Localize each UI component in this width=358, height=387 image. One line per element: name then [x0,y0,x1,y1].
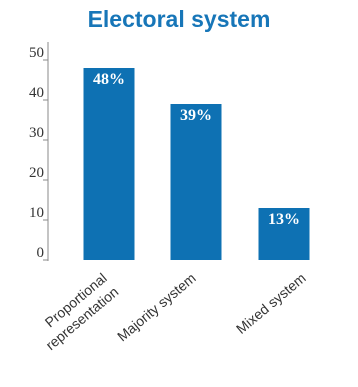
y-tick-label: 40 [29,85,44,101]
y-tick-label: 10 [29,205,44,221]
y-tick-label: 0 [37,245,45,261]
bar [258,208,310,260]
data-label: 13% [268,211,300,228]
x-tick-label-line: Majority system [114,270,199,345]
x-tick-label: Mixed system [233,270,309,337]
bar [170,104,222,260]
data-label: 48% [93,71,125,88]
x-tick-label-line: Mixed system [233,270,309,337]
data-label: 39% [180,107,212,124]
bar [83,68,135,260]
y-tick-label: 30 [29,125,44,141]
chart-title: Electoral system [87,6,271,32]
y-tick-label: 50 [29,45,44,61]
y-tick-label: 20 [29,165,44,181]
x-tick-label: Majority system [114,270,199,345]
